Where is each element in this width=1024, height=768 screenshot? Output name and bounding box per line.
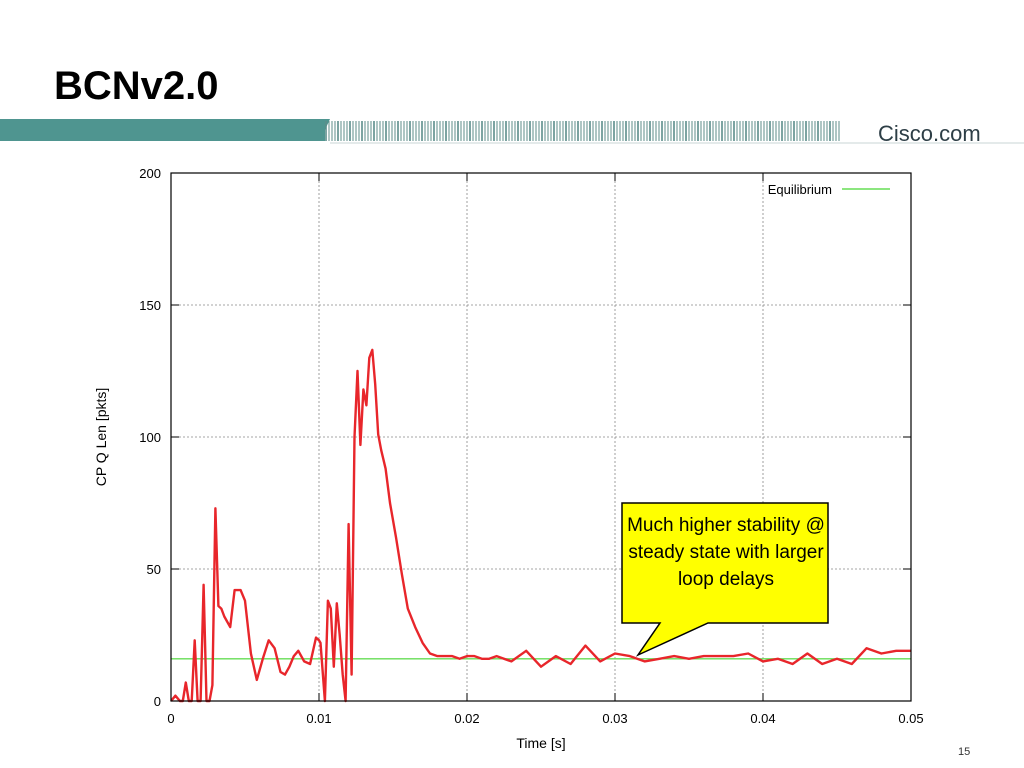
x-tick-label: 0.05 — [898, 711, 923, 726]
cisco-logo: Cisco.com — [878, 121, 981, 146]
x-tick-label: 0 — [167, 711, 174, 726]
x-tick-label: 0.03 — [602, 711, 627, 726]
slide-title: BCNv2.0 — [54, 64, 219, 108]
band-solid — [0, 119, 325, 141]
callout-text: Much higher stability @ steady state wit… — [627, 515, 825, 590]
page-number: 15 — [958, 746, 971, 758]
series-line-queue-length — [170, 348, 911, 703]
y-tick-label: 150 — [139, 298, 161, 313]
x-tick-label: 0.04 — [750, 711, 775, 726]
legend: Equilibrium — [768, 182, 890, 197]
x-axis-label: Time [s] — [516, 735, 565, 751]
callout — [621, 502, 829, 657]
band-stripes — [325, 121, 840, 141]
ticks — [170, 172, 912, 702]
y-axis-label: CP Q Len [pkts] — [93, 388, 109, 487]
legend-label-equilibrium: Equilibrium — [768, 182, 832, 197]
header-band — [0, 119, 1024, 144]
series-layer — [170, 348, 911, 703]
y-tick-label: 50 — [147, 562, 161, 577]
x-tick-label: 0.02 — [454, 711, 479, 726]
y-tick-label: 100 — [139, 430, 161, 445]
y-tick-label: 0 — [154, 694, 161, 709]
y-tick-label: 200 — [139, 166, 161, 181]
callout-bubble — [621, 502, 829, 657]
x-tick-label: 0.01 — [306, 711, 331, 726]
band-taper — [300, 119, 330, 141]
tick-labels: 0 0.01 0.02 0.03 0.04 0.05 0 50 100 150 200 — [139, 166, 923, 726]
